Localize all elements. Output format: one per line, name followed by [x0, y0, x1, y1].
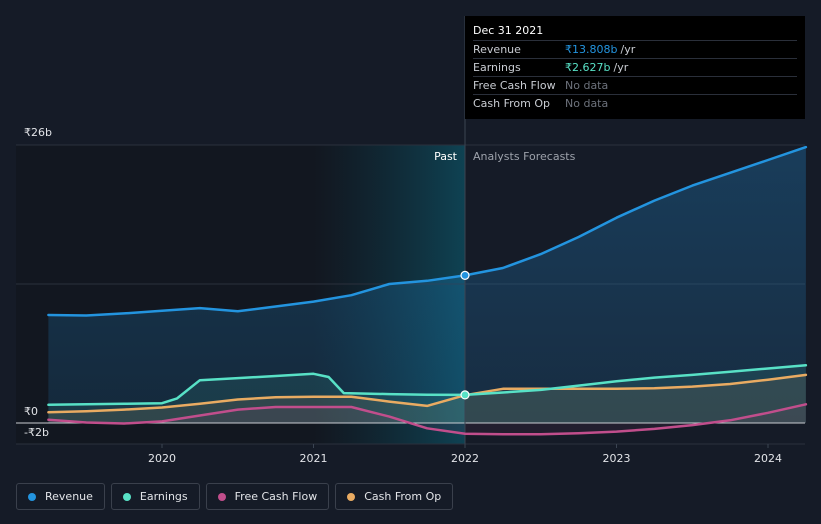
series-line-revenue	[47, 145, 808, 317]
tooltip-row-revenue: Revenue ₹13.808b /yr	[473, 40, 797, 58]
tooltip-row-earnings: Earnings ₹2.627b /yr	[473, 58, 797, 76]
x-tick-label: 2022	[451, 452, 479, 465]
past-label: Past	[434, 150, 458, 163]
tooltip-date: Dec 31 2021	[473, 24, 544, 37]
tooltip-label: Free Cash Flow	[473, 79, 556, 92]
legend-item-earnings[interactable]: Earnings	[110, 483, 200, 510]
series-line-free-cash-flow	[47, 403, 808, 436]
legend-dot-icon	[347, 492, 356, 501]
legend-dot-icon	[122, 492, 131, 501]
legend: Revenue Earnings Free Cash Flow Cash Fro…	[16, 483, 454, 510]
tooltip-label: Revenue	[473, 43, 521, 56]
legend-item-cash-from-op[interactable]: Cash From Op	[335, 483, 454, 510]
tooltip-value: No data	[565, 79, 609, 92]
x-tick-label: 2021	[300, 452, 328, 465]
tooltip-unit: /yr	[620, 43, 636, 56]
tooltip-value: ₹13.808b	[565, 43, 618, 56]
tooltip-unit: /yr	[613, 61, 629, 74]
legend-item-free-cash-flow[interactable]: Free Cash Flow	[205, 483, 330, 510]
series-line-cash-from-op	[47, 373, 808, 414]
y-label-top: ₹26b	[24, 126, 52, 139]
x-tick-label: 2020	[148, 452, 176, 465]
x-tick-label: 2023	[603, 452, 631, 465]
tooltip-value: ₹2.627b	[565, 61, 611, 74]
forecast-label: Analysts Forecasts	[473, 150, 576, 163]
tooltip-row-free-cash-flow: Free Cash Flow No data	[473, 76, 797, 94]
area-cash-from-op	[48, 374, 806, 423]
y-label-zero: ₹0	[24, 405, 38, 418]
marker-revenue	[460, 270, 470, 280]
series-line-earnings	[47, 364, 808, 407]
legend-label: Earnings	[139, 490, 188, 503]
legend-label: Cash From Op	[364, 490, 442, 503]
tooltip-label: Earnings	[473, 61, 521, 74]
legend-label: Free Cash Flow	[234, 490, 318, 503]
legend-dot-icon	[28, 492, 36, 501]
legend-label: Revenue	[45, 490, 93, 503]
tooltip-value: No data	[565, 97, 609, 110]
legend-item-revenue[interactable]: Revenue	[16, 483, 105, 510]
legend-dot-icon	[217, 492, 226, 501]
tooltip-row-cash-from-op: Cash From Op No data	[473, 94, 797, 112]
area-free-cash-flow	[48, 404, 806, 435]
area-revenue	[48, 147, 806, 423]
tooltip-panel: Dec 31 2021 Revenue ₹13.808b /yr Earning…	[465, 16, 805, 119]
x-tick-label: 2024	[754, 452, 782, 465]
y-label-bottom: -₹2b	[24, 426, 49, 439]
tooltip-label: Cash From Op	[473, 97, 551, 110]
marker-earnings	[460, 390, 470, 400]
